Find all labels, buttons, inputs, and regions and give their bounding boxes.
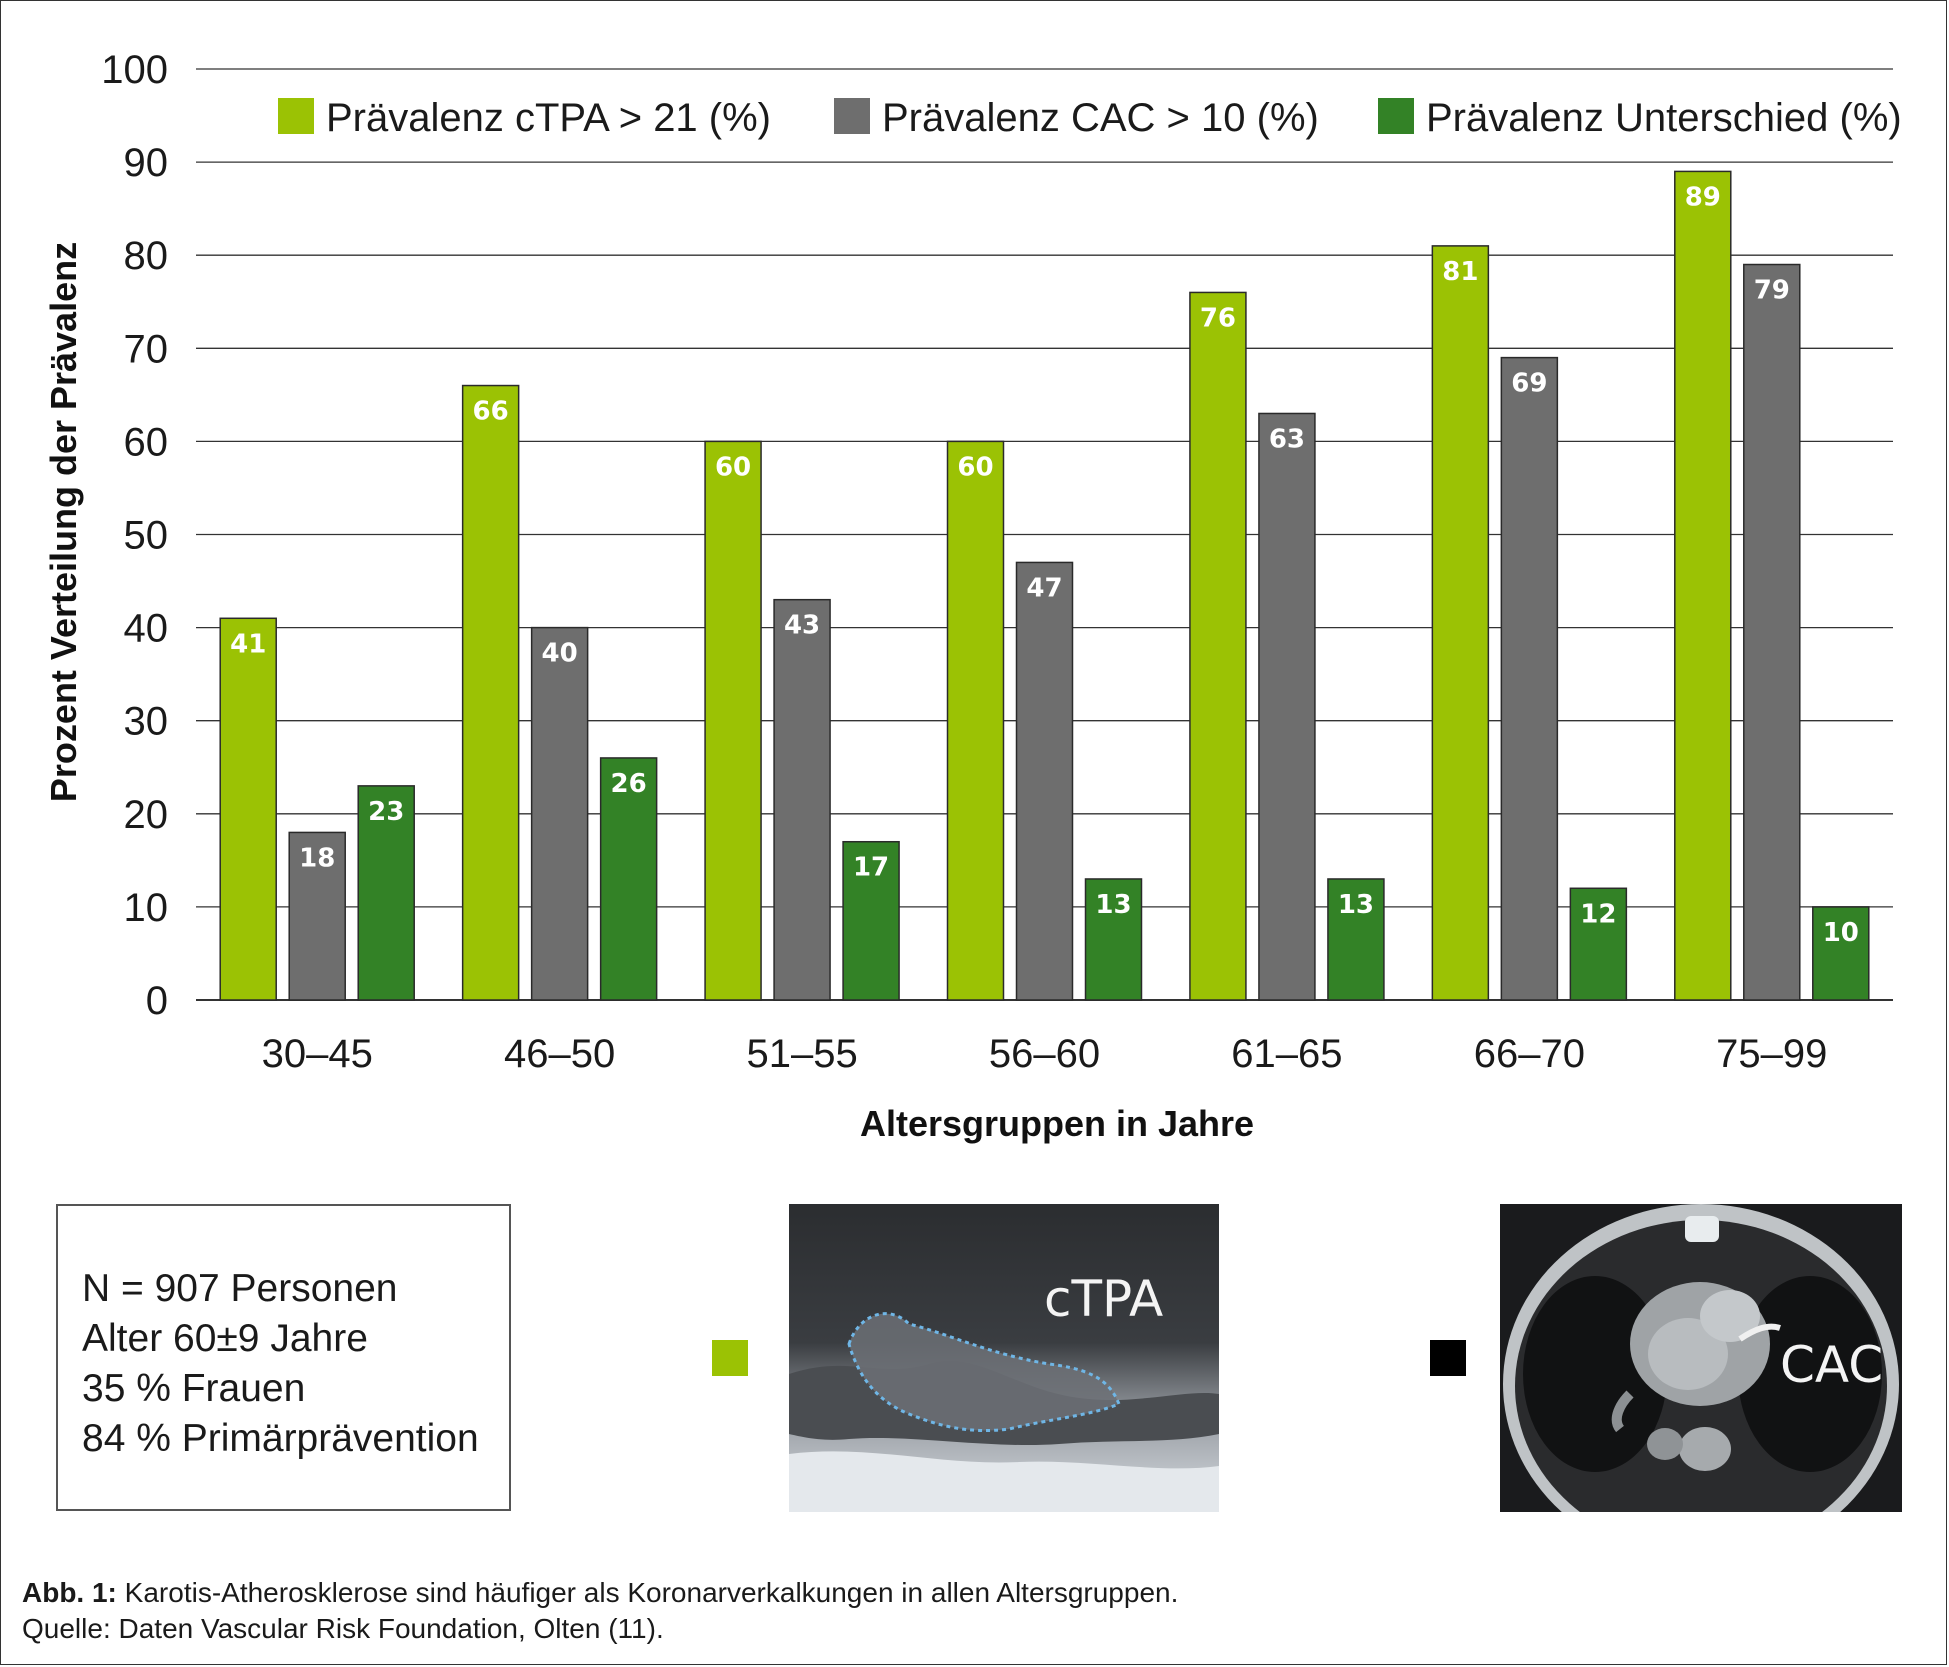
bar-diff <box>1812 906 1870 1001</box>
x-category-label: 61–65 <box>1231 1032 1342 1076</box>
caption-line: Abb. 1: Karotis-Atherosklerose sind häuf… <box>22 1575 1922 1611</box>
x-category-label: 56–60 <box>989 1032 1100 1076</box>
y-tick-label: 30 <box>124 700 169 744</box>
ctpa-image-label: cTPA <box>1044 1270 1164 1328</box>
bar-diff <box>599 757 658 1001</box>
bar-diff <box>1084 878 1143 1001</box>
bar-value-label: 12 <box>1580 899 1616 929</box>
bar-value-label: 26 <box>611 769 647 799</box>
bar-diff <box>357 785 415 1001</box>
y-tick-label: 50 <box>124 514 169 558</box>
x-axis-title: Altersgruppen in Jahre <box>860 1103 1254 1144</box>
bar-ctpa <box>946 440 1005 1001</box>
legend-swatch-cac <box>834 98 870 134</box>
stats-line-age: Alter 60±9 Jahre <box>82 1317 368 1360</box>
bar-cac <box>1258 412 1316 1001</box>
bar-value-label: 89 <box>1685 182 1721 212</box>
caption-figure-number: Abb. 1: <box>22 1577 117 1608</box>
bar-cac <box>288 831 346 1001</box>
cac-color-swatch <box>1430 1340 1466 1376</box>
bar-cac <box>1015 561 1074 1001</box>
figure-caption: Abb. 1: Karotis-Atherosklerose sind häuf… <box>22 1575 1922 1647</box>
cardiac-ct-image: CAC <box>1500 1204 1902 1512</box>
x-category-label: 46–50 <box>504 1032 615 1076</box>
bar-diff <box>842 840 900 1001</box>
y-tick-label: 20 <box>124 793 169 837</box>
bar-ctpa <box>219 617 277 1001</box>
legend-label-ctpa: Prävalenz cTPA > 21 (%) <box>326 96 771 140</box>
bar-cac <box>530 626 589 1001</box>
y-tick-label: 60 <box>124 420 169 464</box>
stats-line-prevention: 84 % Primärprävention <box>82 1417 479 1460</box>
data-labels: 41 18 23 66 40 26 60 43 17 60 47 13 76 63 13 81 69 12 89 79… <box>230 182 1859 947</box>
bars <box>219 170 1870 1001</box>
bar-diff <box>1327 878 1385 1001</box>
legend-label-cac: Prävalenz CAC > 10 (%) <box>882 96 1319 140</box>
bar-diff <box>1569 887 1628 1001</box>
y-tick-label: 100 <box>101 48 168 92</box>
x-category-label: 75–99 <box>1716 1032 1827 1076</box>
bar-cac <box>1743 263 1801 1001</box>
bar-value-label: 79 <box>1754 276 1790 306</box>
bar-value-label: 41 <box>230 629 266 659</box>
bar-value-label: 60 <box>715 452 751 482</box>
study-stats-box: N = 907 Personen Alter 60±9 Jahre 35 % F… <box>56 1204 511 1511</box>
bar-value-label: 60 <box>957 452 993 482</box>
x-category-label: 51–55 <box>746 1032 857 1076</box>
legend-swatch-diff <box>1378 98 1414 134</box>
y-tick-label: 40 <box>124 607 169 651</box>
bar-cac <box>1500 356 1559 1001</box>
bar-value-label: 76 <box>1200 303 1236 333</box>
x-category-label: 30–45 <box>262 1032 373 1076</box>
bar-ctpa <box>1431 245 1490 1001</box>
y-axis-ticks: 0 10 20 30 40 50 60 70 80 90 100 <box>101 48 168 1023</box>
caption-source: Quelle: Daten Vascular Risk Foundation, … <box>22 1613 664 1644</box>
bar-value-label: 66 <box>473 397 509 427</box>
y-tick-label: 10 <box>124 886 169 930</box>
legend-label-diff: Prävalenz Unterschied (%) <box>1426 96 1902 140</box>
y-axis-title: Prozent Verteilung der Prävalenz <box>43 242 84 802</box>
legend: Prävalenz cTPA > 21 (%) Prävalenz CAC > 1… <box>278 96 1902 140</box>
y-tick-label: 90 <box>124 141 169 185</box>
bar-ctpa <box>1189 291 1247 1001</box>
bar-value-label: 69 <box>1511 369 1547 399</box>
bar-value-label: 63 <box>1269 424 1305 454</box>
x-axis-categories: 30–45 46–50 51–55 56–60 61–65 66–70 75–99 <box>262 1032 1828 1076</box>
caption-text: Karotis-Atherosklerose sind häufiger als… <box>124 1577 1179 1608</box>
carotid-ultrasound-image: cTPA <box>789 1204 1219 1512</box>
y-tick-label: 80 <box>124 234 169 278</box>
bar-value-label: 81 <box>1442 257 1478 287</box>
bar-value-label: 40 <box>542 639 578 669</box>
ctpa-color-swatch <box>712 1340 748 1376</box>
bar-value-label: 13 <box>1095 890 1131 920</box>
bar-value-label: 47 <box>1026 573 1062 603</box>
legend-swatch-ctpa <box>278 98 314 134</box>
bar-chart: 41 18 23 66 40 26 60 43 17 60 47 13 76 63 13 81 69 12 89 79… <box>43 48 1902 1144</box>
bar-value-label: 10 <box>1823 918 1859 948</box>
bar-ctpa <box>1674 170 1732 1001</box>
y-tick-label: 0 <box>146 979 168 1023</box>
stats-line-participants: N = 907 Personen <box>82 1267 398 1310</box>
bar-value-label: 23 <box>368 797 404 827</box>
cac-image-label: CAC <box>1780 1336 1884 1394</box>
bar-value-label: 13 <box>1338 890 1374 920</box>
stats-line-women: 35 % Frauen <box>82 1367 306 1410</box>
bar-ctpa <box>461 384 520 1001</box>
bar-cac <box>773 598 831 1001</box>
bar-value-label: 18 <box>299 843 335 873</box>
bar-ctpa <box>704 440 762 1001</box>
bar-value-label: 43 <box>784 611 820 641</box>
x-category-label: 66–70 <box>1474 1032 1585 1076</box>
bar-value-label: 17 <box>853 853 889 883</box>
y-tick-label: 70 <box>124 327 169 371</box>
